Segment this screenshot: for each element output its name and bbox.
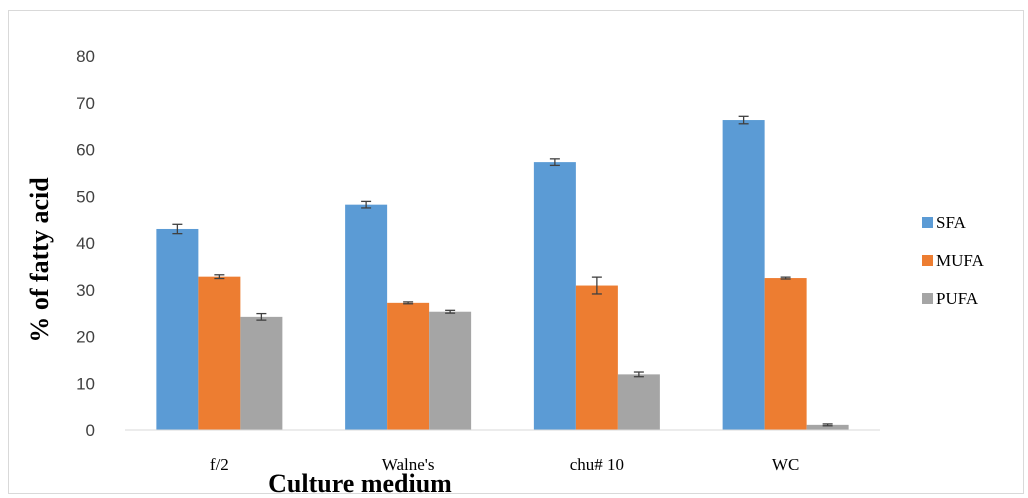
- legend-swatch-mufa: [922, 255, 933, 266]
- error-bar: [403, 301, 414, 305]
- error-bar: [591, 276, 602, 295]
- y-tick-label: 50: [76, 187, 95, 206]
- bar-sfa: [345, 204, 388, 430]
- bar-sfa: [156, 228, 199, 430]
- error-bar: [361, 200, 372, 209]
- bars: [156, 115, 849, 431]
- y-tick-label: 20: [76, 328, 95, 347]
- legend-swatch-sfa: [922, 217, 933, 228]
- x-category-label: f/2: [210, 455, 229, 474]
- y-tick-label: 0: [86, 421, 95, 440]
- x-axis-categories: f/2 Walne's chu# 10 WC: [210, 455, 799, 474]
- error-bar: [172, 223, 183, 235]
- y-axis-ticks: 0 10 20 30 40 50 60 70 80: [76, 47, 95, 440]
- legend-label-sfa: SFA: [936, 213, 967, 232]
- legend: SFA MUFA PUFA: [922, 213, 985, 308]
- error-bar: [780, 276, 791, 280]
- bar-pufa: [429, 311, 472, 430]
- bar-mufa: [764, 278, 807, 430]
- error-bar: [633, 371, 644, 378]
- error-bar: [822, 423, 833, 427]
- legend-swatch-pufa: [922, 293, 933, 304]
- x-axis-label: Culture medium: [268, 469, 452, 498]
- y-tick-label: 60: [76, 141, 95, 160]
- x-category-label: WC: [772, 455, 799, 474]
- error-bar: [256, 312, 267, 321]
- legend-label-pufa: PUFA: [936, 289, 979, 308]
- y-axis-label: % of fatty acid: [25, 177, 54, 343]
- y-tick-label: 30: [76, 281, 95, 300]
- y-tick-label: 80: [76, 47, 95, 66]
- error-bar: [214, 274, 225, 280]
- error-bar: [738, 115, 749, 125]
- error-bar: [445, 309, 456, 314]
- x-category-label: chu# 10: [570, 455, 624, 474]
- error-bar: [549, 158, 560, 167]
- x-category-label: Walne's: [382, 455, 435, 474]
- y-tick-label: 70: [76, 94, 95, 113]
- bar-sfa: [533, 162, 576, 430]
- bar-mufa: [387, 302, 430, 430]
- bar-pufa: [806, 424, 849, 430]
- bar-pufa: [240, 316, 283, 430]
- legend-label-mufa: MUFA: [936, 251, 985, 270]
- bar-pufa: [617, 374, 660, 430]
- bar-sfa: [722, 120, 765, 431]
- y-tick-label: 40: [76, 234, 95, 253]
- bar-mufa: [575, 285, 618, 430]
- bar-mufa: [198, 276, 241, 430]
- y-tick-label: 10: [76, 374, 95, 393]
